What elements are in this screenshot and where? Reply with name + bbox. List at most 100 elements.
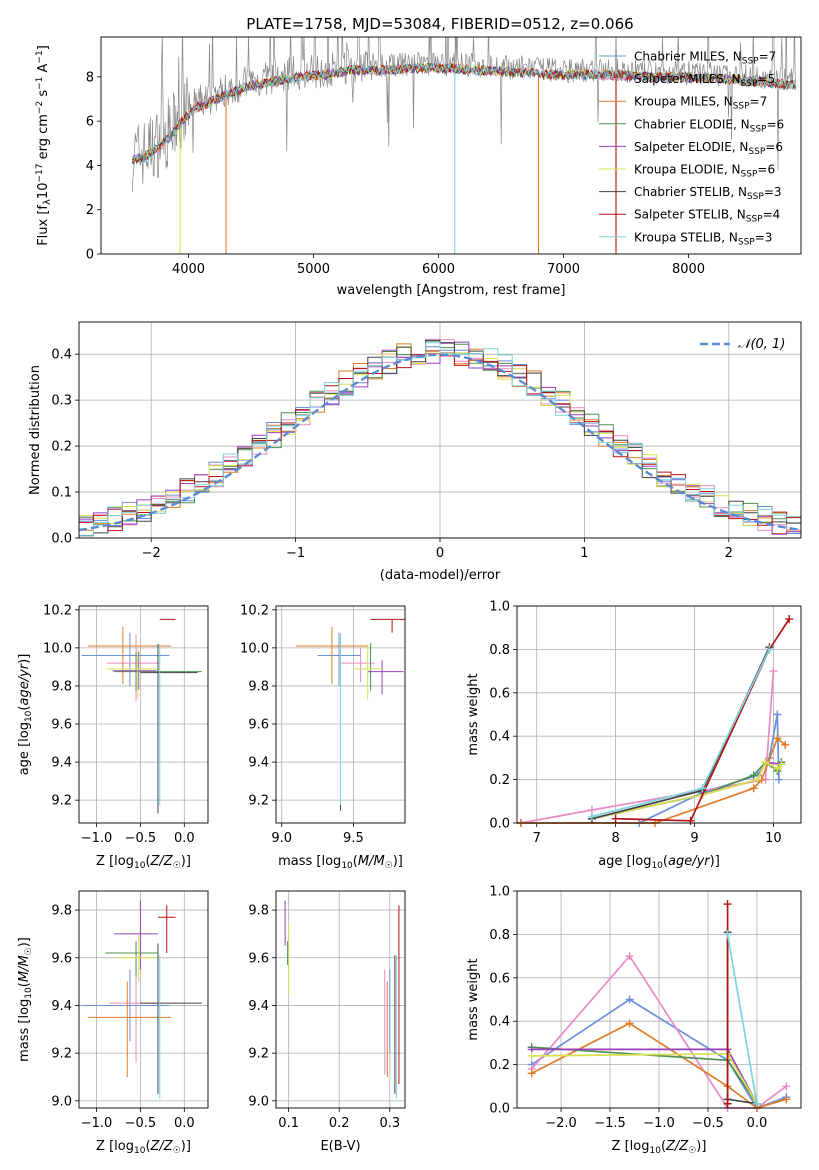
mass_vs_EBV-axes: 0.1 0.2 0.3 9.0 9.2 9.4 9.6 9.8 bbox=[248, 891, 405, 1131]
y-tick-label: 9.8 bbox=[248, 679, 269, 694]
weight-marker bbox=[686, 816, 695, 825]
residuals-axes: −2 −1 0 1 2 0.0 0.1 0.2 0.3 0.4 bbox=[51, 322, 801, 561]
xlabel-part: ( bbox=[145, 854, 150, 869]
weight-marker bbox=[611, 814, 620, 823]
x-tick-label: 9 bbox=[690, 831, 698, 846]
legend-entry: Chabrier ELODIE, NSSP=6 bbox=[634, 117, 784, 134]
xlabel-part: )] bbox=[181, 854, 191, 869]
x-tick-label: −1 bbox=[286, 546, 305, 561]
figure-title: PLATE=1758, MJD=53084, FIBERID=0512, z=0… bbox=[246, 15, 633, 33]
gaussian-legend-label: 𝒩(0, 1) bbox=[738, 337, 785, 352]
legend-sub: SSP bbox=[741, 79, 758, 89]
y-tick-label: 9.8 bbox=[248, 904, 269, 919]
y-tick-label: 9.8 bbox=[51, 904, 72, 919]
y-tick-label: 0.6 bbox=[489, 686, 510, 701]
x-tick-label: 6000 bbox=[422, 262, 455, 277]
weight-marker bbox=[773, 734, 782, 743]
xlabel-part: 10 bbox=[134, 861, 146, 871]
xlabel-part: Z [log bbox=[96, 1139, 134, 1154]
weight-marker bbox=[723, 900, 732, 909]
y-tick-label: 10.0 bbox=[240, 641, 269, 656]
gaussian-curve bbox=[79, 353, 801, 532]
legend-entry: Chabrier STELIB, NSSP=3 bbox=[634, 185, 782, 202]
weight_vs_age-series bbox=[516, 615, 794, 827]
weight-marker bbox=[752, 1099, 761, 1108]
legend-eq: =3 bbox=[755, 230, 773, 244]
age_vs_Z-frame bbox=[78, 605, 209, 824]
mass_vs_Z-xlabel: Z [log10(Z/Z☉)] bbox=[96, 1139, 191, 1156]
y-tick-label: 0.2 bbox=[489, 1058, 510, 1073]
spectrum-lines bbox=[131, 37, 797, 254]
xlabel-part: 10 bbox=[134, 1146, 146, 1156]
x-tick-label: 0.0 bbox=[174, 1116, 195, 1131]
x-tick-label: 5000 bbox=[297, 262, 330, 277]
ylabel-part: M/M bbox=[17, 955, 32, 982]
legend-text: Salpeter STELIB, N bbox=[634, 208, 746, 222]
ylabel-part: −1 bbox=[35, 77, 45, 90]
y-tick-label: 0.0 bbox=[489, 817, 510, 832]
mass_vs_EBV-xlabel: E(B-V) bbox=[320, 1139, 360, 1154]
legend-entry: Kroupa ELODIE, NSSP=6 bbox=[634, 163, 775, 180]
mass_vs_Z-axes: −1.0 −0.5 0.0 9.0 9.2 9.4 9.6 9.8 bbox=[51, 891, 208, 1131]
weight-marker bbox=[761, 758, 770, 767]
legend-text: Chabrier MILES, N bbox=[634, 50, 742, 64]
age_vs_mass-xlabel: mass [log10(M/M☉)] bbox=[278, 854, 403, 871]
xlabel-part: 10 bbox=[649, 1146, 661, 1156]
weight-marker bbox=[781, 740, 790, 749]
ylabel-part: Flux [f bbox=[36, 205, 51, 246]
x-tick-label: 0 bbox=[436, 546, 444, 561]
weight_vs_age-frame bbox=[516, 605, 802, 824]
y-tick-label: 0.4 bbox=[51, 348, 72, 363]
plot-layer: 4000 5000 6000 7000 8000 0 2 4 6 8 wavelength [Ang… bbox=[17, 36, 802, 1156]
weight-marker bbox=[625, 995, 634, 1004]
xlabel-part: )] bbox=[393, 854, 403, 869]
x-tick-label: −0.5 bbox=[125, 831, 157, 846]
y-tick-label: 0.0 bbox=[489, 1102, 510, 1117]
weight-marker bbox=[527, 1051, 536, 1060]
weight-marker bbox=[723, 1099, 732, 1108]
legend-text: Kroupa ELODIE, N bbox=[634, 163, 741, 177]
legend-entry: Kroupa MILES, NSSP=7 bbox=[634, 95, 767, 112]
y-tick-label: 9.6 bbox=[51, 718, 72, 733]
legend-sub: SSP bbox=[738, 237, 755, 247]
weight-marker bbox=[782, 1095, 791, 1104]
weight-line bbox=[591, 761, 782, 820]
ylabel-part: )] bbox=[17, 654, 32, 664]
x-tick-label: −1.0 bbox=[643, 1116, 675, 1131]
y-tick-label: 9.4 bbox=[248, 999, 269, 1014]
xlabel-part: Z [log bbox=[96, 854, 134, 869]
y-tick-label: 4 bbox=[86, 159, 94, 174]
xlabel-part: Z/Z bbox=[150, 1139, 174, 1154]
legend-sub: SSP bbox=[746, 215, 763, 225]
spectrum-frame bbox=[100, 36, 802, 255]
weight-marker bbox=[774, 775, 783, 784]
legend-eq: =7 bbox=[750, 95, 768, 109]
xlabel-part: mass [log bbox=[278, 854, 341, 869]
mass_vs_Z-points bbox=[81, 900, 202, 1099]
y-tick-label: 0.3 bbox=[51, 394, 72, 409]
xlabel-part: )] bbox=[696, 1139, 706, 1154]
legend-eq: =6 bbox=[766, 117, 784, 131]
y-tick-label: 9.6 bbox=[51, 951, 72, 966]
legend-eq: =6 bbox=[765, 140, 783, 154]
legend-entry: Chabrier MILES, NSSP=7 bbox=[634, 50, 776, 67]
x-tick-label: −1.5 bbox=[594, 1116, 626, 1131]
y-tick-label: 0.4 bbox=[489, 730, 510, 745]
y-tick-label: 9.0 bbox=[248, 1094, 269, 1109]
legend-text: Chabrier STELIB, N bbox=[634, 185, 747, 199]
legend-entry: Salpeter STELIB, NSSP=4 bbox=[634, 208, 780, 225]
xlabel-part: )] bbox=[710, 854, 720, 869]
ylabel-part: )] bbox=[17, 937, 32, 947]
weight-marker bbox=[765, 645, 774, 654]
weight-line bbox=[615, 618, 790, 822]
ylabel-part: 10 bbox=[24, 987, 34, 999]
legend-entry: Salpeter MILES, NSSP=5 bbox=[634, 72, 775, 89]
legend-sub: SSP bbox=[747, 192, 764, 202]
x-tick-label: 0.2 bbox=[329, 1116, 350, 1131]
weight-marker bbox=[753, 775, 762, 784]
y-tick-label: 10.2 bbox=[43, 603, 72, 618]
legend-text: Kroupa MILES, N bbox=[634, 95, 733, 109]
ylabel-part: erg cm bbox=[36, 114, 51, 163]
x-tick-label: −1.0 bbox=[81, 831, 113, 846]
age_vs_Z-points bbox=[81, 618, 202, 814]
